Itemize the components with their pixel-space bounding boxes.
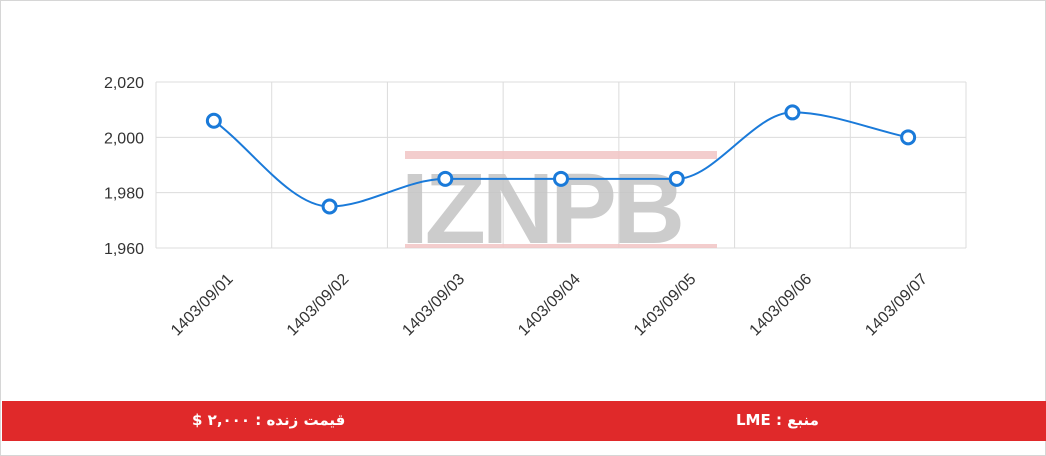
x-axis-ticks: 1403/09/01 1403/09/02 1403/09/03 1403/09/04… [168,271,931,340]
watermark-bar-top [405,151,717,159]
y-tick-label: 2,000 [104,130,144,147]
x-tick-label: 1403/09/04 [515,271,584,340]
watermark-bar-bottom [405,244,717,248]
watermark-logo: IZNPB [401,151,717,265]
y-tick-label: 1,960 [104,241,144,258]
x-tick-label: 1403/09/03 [399,271,468,340]
series [205,104,917,215]
y-tick-label: 2,020 [104,75,144,92]
x-tick-label: 1403/09/01 [168,271,237,340]
watermark-text: IZNPB [401,153,681,265]
data-point[interactable] [900,129,917,146]
x-tick-label: 1403/09/05 [631,271,700,340]
data-point[interactable] [205,112,222,129]
data-point[interactable] [668,170,685,187]
x-tick-label: 1403/09/06 [747,271,816,340]
live-price-label: قیمت زنده : ۲,۰۰۰ $ [192,411,346,429]
data-point[interactable] [553,170,569,187]
data-point[interactable] [321,198,338,215]
y-tick-label: 1,980 [104,186,144,203]
data-point[interactable] [437,170,454,187]
source-label: منبع : LME [736,411,819,429]
x-tick-label: 1403/09/02 [284,271,353,340]
y-axis-ticks: 1,960 1,980 2,000 2,020 [104,75,144,258]
x-tick-label: 1403/09/07 [862,271,931,340]
grid [155,81,967,249]
footer-bar: قیمت زنده : ۲,۰۰۰ $ منبع : LME [2,401,1046,441]
data-point[interactable] [784,104,801,121]
